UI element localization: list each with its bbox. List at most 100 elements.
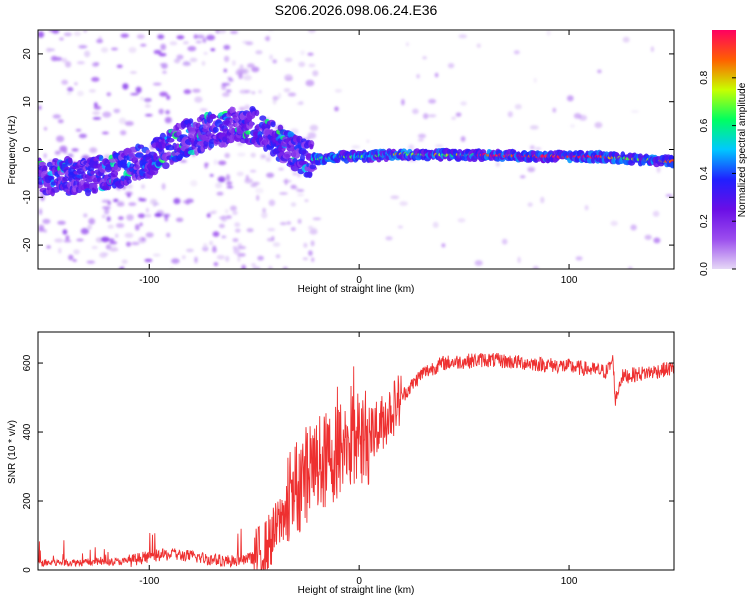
spectrogram-noise-cell xyxy=(187,46,197,52)
spectrogram-noise-cell xyxy=(51,30,60,34)
spectrogram-noise-cell xyxy=(74,82,78,86)
spectrogram-noise-cell xyxy=(282,266,288,269)
spectrogram-noise-cell xyxy=(534,147,542,151)
spectrogram-noise-cell xyxy=(529,125,539,130)
spectrogram-noise-cell xyxy=(251,263,256,267)
spectrogram-noise-cell xyxy=(145,114,153,117)
snr-x-tick-label: 0 xyxy=(356,576,362,587)
spectrogram-noise-cell xyxy=(63,239,72,243)
spectrogram-ridge-cell xyxy=(94,160,99,166)
spectrogram-noise-cell xyxy=(39,208,43,215)
spectrogram-noise-cell xyxy=(272,95,279,101)
spectrogram-ridge-cell xyxy=(300,153,305,162)
spectrogram-noise-cell xyxy=(546,30,551,36)
spectrogram-noise-cell xyxy=(428,98,437,104)
spectrogram-noise-cell xyxy=(201,61,206,66)
spectrogram-noise-cell xyxy=(285,78,293,81)
spectrogram-noise-cell xyxy=(67,87,74,92)
spectrogram-noise-cell xyxy=(176,35,185,40)
spectrogram-noise-cell xyxy=(56,135,65,143)
spectrogram-noise-cell xyxy=(233,248,240,255)
colorbar-tick-label: 0.4 xyxy=(699,166,710,180)
spectrogram-noise-cell xyxy=(199,108,208,112)
spectrogram-noise-cell xyxy=(517,256,521,264)
spectrogram-noise-cell xyxy=(107,224,114,229)
spectrogram-noise-cell xyxy=(232,238,239,243)
spectrogram-noise-cell xyxy=(210,48,216,52)
spectrogram-noise-cell xyxy=(102,111,112,118)
spectrogram-ridge-cell xyxy=(98,155,104,162)
spectrogram-noise-cell xyxy=(610,220,618,226)
spectrogram-noise-cell xyxy=(644,234,652,240)
spectrogram-noise-cell xyxy=(179,160,187,163)
spectrogram-noise-cell xyxy=(38,105,42,110)
spectrogram-noise-cell xyxy=(122,83,129,90)
spectrogram-noise-cell xyxy=(102,252,109,256)
colorbar-gradient xyxy=(712,30,736,269)
spectrogram-noise-cell xyxy=(160,43,167,51)
spectrogram-noise-cell xyxy=(213,262,219,267)
spectrogram-noise-cell xyxy=(59,145,68,153)
spectrogram-ridge-cell xyxy=(135,152,144,158)
spectrogram-noise-cell xyxy=(190,180,198,187)
spectrogram-noise-cell xyxy=(101,199,111,203)
spectrogram-noise-cell xyxy=(128,47,137,53)
spectrogram-noise-cell xyxy=(211,210,218,214)
spectrogram-noise-cell xyxy=(312,217,322,221)
spectrogram-noise-cell xyxy=(230,30,238,34)
spectrogram-noise-cell xyxy=(422,56,427,60)
spectrogram-noise-cell xyxy=(145,232,154,238)
spectrogram-noise-cell xyxy=(447,63,455,69)
spectrogram-noise-cell xyxy=(129,71,137,74)
spectrogram-noise-cell xyxy=(243,74,252,81)
spectrogram-noise-cell xyxy=(460,136,466,142)
spectrogram-noise-cell xyxy=(630,110,640,113)
spectrogram-noise-cell xyxy=(138,236,147,244)
spectrogram-noise-cell xyxy=(43,126,48,131)
spectrogram-noise-cell xyxy=(165,110,170,115)
spectrogram-noise-cell xyxy=(141,184,145,189)
spectrogram-y-axis-label: Frequency (Hz) xyxy=(7,116,18,185)
spectrogram-noise-cell xyxy=(136,34,145,39)
spectrogram-noise-cell xyxy=(334,106,339,112)
spectrogram-ridge-cell xyxy=(43,165,48,171)
spectrogram-noise-cell xyxy=(653,237,661,244)
spectrogram-noise-cell xyxy=(256,194,260,201)
spectrogram-noise-cell xyxy=(261,211,268,219)
spectrogram-noise-cell xyxy=(408,144,415,151)
snr-series-line xyxy=(38,352,674,570)
spectrogram-noise-cell xyxy=(217,176,226,183)
spectrogram-noise-cell xyxy=(158,108,164,115)
spectrogram-noise-cell xyxy=(195,34,205,39)
spectrogram-noise-cell xyxy=(91,77,100,82)
spectrogram-noise-cell xyxy=(650,46,655,53)
spectrogram-noise-cell xyxy=(108,238,115,242)
spectrogram-noise-cell xyxy=(305,79,315,87)
spectrogram-ridge-cell xyxy=(188,118,194,124)
spectrogram-noise-cell xyxy=(83,30,87,33)
spectrogram-noise-cell xyxy=(166,232,171,238)
spectrogram-noise-cell xyxy=(164,215,169,222)
spectrogram-noise-cell xyxy=(65,235,70,241)
spectrogram-noise-cell xyxy=(159,91,168,97)
spectrogram-noise-cell xyxy=(162,70,167,74)
spectrogram-noise-cell xyxy=(412,108,419,115)
spectrogram-ridge-cell xyxy=(309,143,314,150)
spectrogram-cells xyxy=(38,30,674,269)
spectrogram-noise-cell xyxy=(228,78,234,82)
spectrogram-noise-cell xyxy=(126,214,134,221)
spectrogram-noise-cell xyxy=(279,222,287,226)
spectrogram-noise-cell xyxy=(45,47,52,53)
spectrogram-noise-cell xyxy=(303,242,308,248)
spectrogram-noise-cell xyxy=(175,217,184,222)
spectrogram-noise-cell xyxy=(38,31,45,38)
colorbar-tick-label: 0.0 xyxy=(699,262,710,276)
spectrogram-noise-cell xyxy=(259,153,265,160)
spectrogram-ridge-cell xyxy=(231,106,236,113)
spectrogram-noise-cell xyxy=(552,107,557,113)
spectrogram-y-tick-label: -10 xyxy=(22,190,33,205)
spectrogram-noise-cell xyxy=(185,201,190,205)
spectrogram-noise-cell xyxy=(269,54,273,60)
